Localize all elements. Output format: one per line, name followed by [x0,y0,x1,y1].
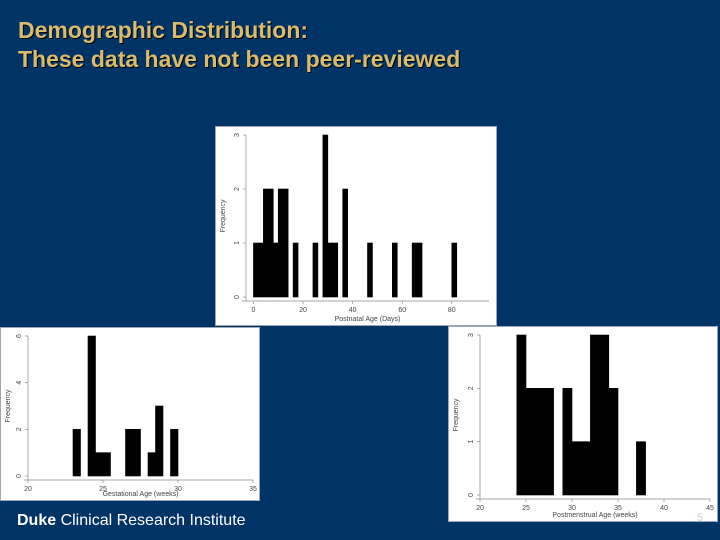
postnatal-age-histogram: 0 20 40 60 80 0 1 2 3 Postnatal Age (Days) Frequen… [215,126,497,326]
postnatal-bar-10 [327,242,334,298]
postnatal-y-tick-label-1: 1 [234,241,241,245]
gestational-y-tick-label-3: 6 [16,334,23,338]
postnatal-bar-2 [263,188,269,298]
postmenstrual-bar-6 [580,441,591,496]
postnatal-bar-15 [411,242,418,298]
gestational-bar-1 [87,335,96,477]
postmenstrual-x-tick-label-1: 25 [522,505,530,512]
postmenstrual-x-label: Postmenstrual Age (weeks) [552,512,637,519]
gestational-bar-0 [72,429,81,477]
postmenstrual-bar-2 [534,388,545,496]
gestational-y-tick-label-1: 2 [16,427,23,431]
page-number: 5 [696,512,703,524]
postmenstrual-x-tick-label-5: 45 [706,505,714,512]
postnatal-bar-16 [416,242,423,298]
chart-svg: 0 20 40 60 80 0 1 2 3 Postnatal Age (Days) Frequen… [220,133,489,323]
gestational-bar-3 [102,452,111,477]
postmenstrual-x-tick-label-0: 20 [476,505,484,512]
gestational-y-label: Frequency [5,389,12,423]
gestational-x-tick-label-3: 35 [249,486,257,493]
gestational-x-tick-label-2: 30 [174,486,182,493]
gestational-x-label: Gestational Age (weeks) [103,491,179,498]
postnatal-bar-4 [272,242,279,298]
postnatal-bar-3 [268,188,274,298]
postnatal-bar-8 [312,242,319,298]
gestational-age-histogram: 20 25 30 35 0 2 4 6 Gestational Age (weeks) Frequ… [0,327,260,501]
postmenstrual-y-tick-label-2: 2 [468,386,475,390]
postnatal-bar-6 [282,188,289,298]
postmenstrual-bar-5 [571,441,582,496]
postnatal-bar-14 [391,242,398,298]
postnatal-bar-1 [258,242,264,298]
postnatal-y-tick-label-0: 0 [234,295,241,299]
postmenstrual-bar-1 [525,388,536,496]
postnatal-bar-17 [451,242,458,298]
gestational-x-tick-label-1: 25 [99,486,107,493]
postmenstrual-bar-10 [636,441,646,496]
postnatal-bar-7 [292,242,299,298]
postmenstrual-y-tick-label-3: 3 [468,333,475,337]
postmenstrual-bar-0 [516,334,527,496]
gestational-bar-5 [132,429,141,477]
postmenstrual-x-tick-label-3: 35 [614,505,622,512]
postnatal-bar-0 [253,242,259,298]
chart-svg: 20 25 30 35 0 2 4 6 Gestational Age (weeks) Frequ… [5,334,257,498]
logo-rest-text: Clinical Research Institute [56,512,246,529]
postmenstrual-y-tick-label-1: 1 [468,440,475,444]
postmenstrual-y-tick-label-0: 0 [468,493,475,497]
postnatal-x-label: Postnatal Age (Days) [335,316,401,323]
chart-svg: 20 25 30 35 40 45 0 1 2 3 Postmenstrual Age (weeks… [453,333,714,519]
gestational-bar-7 [155,405,164,477]
postnatal-y-tick-label-2: 2 [234,187,241,191]
gestational-bar-4 [125,429,134,477]
postnatal-x-tick-label-3: 60 [398,307,406,314]
logo-bold-text: Duke [17,512,57,529]
gestational-bar-2 [95,452,104,477]
postnatal-bar-13 [367,242,373,298]
slide-title: Demographic Distribution: These data hav… [18,16,460,74]
postnatal-bar-5 [277,188,284,298]
postnatal-y-tick-label-3: 3 [234,133,241,137]
postmenstrual-bar-7 [590,334,600,496]
postnatal-x-tick-label-1: 20 [299,307,307,314]
postmenstrual-bar-8 [599,334,610,496]
gestational-bar-8 [170,429,179,477]
gestational-y-tick-label-2: 4 [16,381,23,385]
slide-title-line-1: Demographic Distribution: [18,17,309,43]
postnatal-bar-11 [332,242,339,298]
gestational-bar-6 [147,452,156,477]
postnatal-bar-9 [322,134,329,298]
gestational-x-tick-label-0: 20 [24,486,32,493]
postmenstrual-y-label: Frequency [453,398,460,432]
duke-cri-logo: Duke Clinical Research Institute [17,512,246,530]
postmenstrual-x-tick-label-2: 30 [568,505,576,512]
slide-title-line-2: These data have not been peer-reviewed [18,46,461,72]
postmenstrual-age-histogram: 20 25 30 35 40 45 0 1 2 3 Postmenstrual Age (weeks… [448,326,718,522]
postnatal-x-tick-label-4: 80 [448,307,456,314]
postnatal-y-label: Frequency [220,199,227,233]
postnatal-bar-12 [342,188,348,298]
postmenstrual-bar-9 [608,388,619,496]
postnatal-x-tick-label-0: 0 [251,307,255,314]
gestational-y-tick-label-0: 0 [16,474,23,478]
postmenstrual-x-tick-label-4: 40 [660,505,668,512]
postmenstrual-bar-4 [562,388,573,496]
postnatal-x-tick-label-2: 40 [349,307,357,314]
postmenstrual-bar-3 [544,388,554,496]
